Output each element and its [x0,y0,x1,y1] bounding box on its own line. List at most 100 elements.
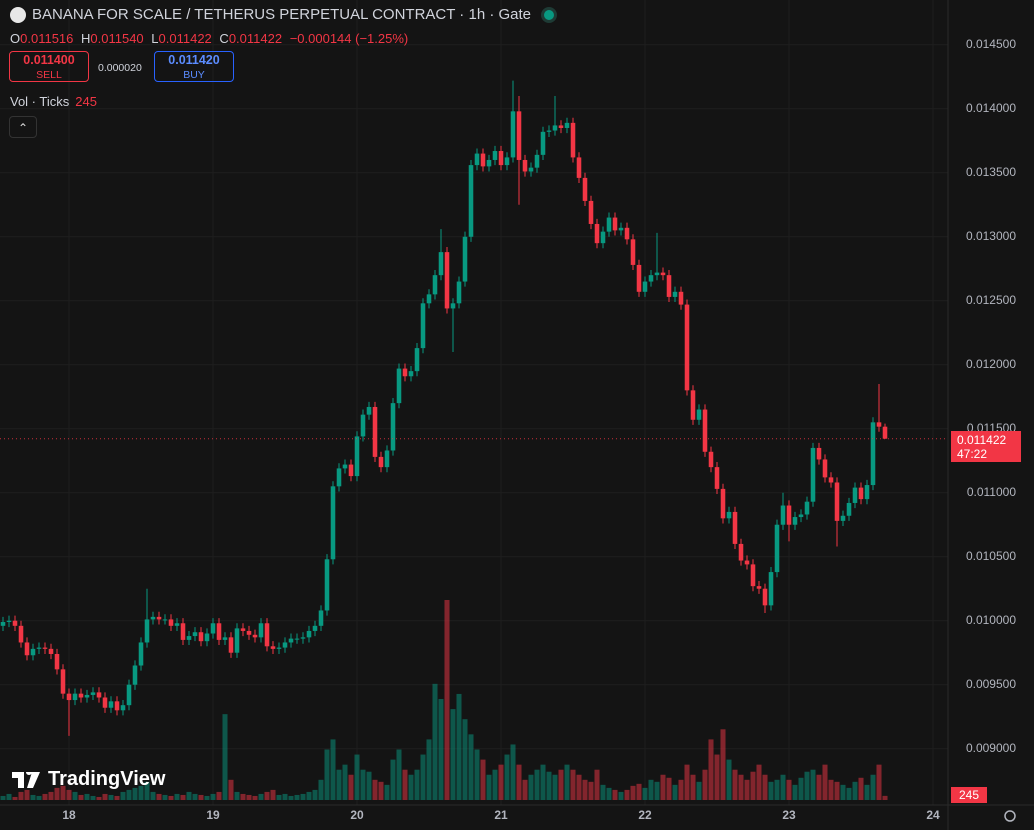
volume-bar [66,789,72,800]
volume-bar [762,774,768,800]
volume-bar [714,754,720,800]
candle-body [66,693,72,701]
candle-body [582,177,588,201]
candle-body [462,236,468,282]
volume-bar [96,796,102,800]
symbol-icon [10,6,26,23]
volume-bar [726,759,732,800]
candle-body [798,514,804,518]
candle-body [438,252,444,276]
y-tick-label: 0.012500 [966,293,1016,307]
volume-bar [348,774,354,800]
candle-body [768,572,774,606]
volume-bar [696,781,702,800]
volume-bar [810,769,816,800]
volume-bar [594,769,600,800]
candle-body [660,272,666,276]
volume-bar [24,789,30,800]
candle-body [54,653,60,670]
volume-bar [306,791,312,800]
candle-body [90,692,96,695]
volume-bar [618,791,624,800]
volume-bar [282,793,288,800]
volume-bar [804,771,810,800]
volume-bar [846,787,852,800]
collapse-button[interactable]: ⌃ [9,116,37,138]
candle-body [630,239,636,265]
candle-body [792,517,798,525]
candle-body [294,638,300,640]
volume-bar [222,714,228,800]
candle-body [246,630,252,635]
volume-bar [168,795,174,800]
x-tick-label: 24 [926,808,940,822]
candle-body [78,693,84,698]
volume-bar [6,793,12,800]
volume-bar [516,764,522,800]
sell-button[interactable]: 0.011400 SELL [9,51,89,82]
candle-body [708,451,714,468]
volume-bar [588,781,594,800]
candle-body [360,414,366,437]
candle-body [600,231,606,244]
volume-bar [510,744,516,800]
candle-body [336,468,342,487]
candle-body [408,371,414,377]
volume-bar [48,791,54,800]
volume-bar [204,795,210,800]
volume-bar [354,754,360,800]
candle-body [606,217,612,232]
ohlc-label: L [151,31,159,46]
candle-body [774,524,780,573]
candle-body [684,304,690,391]
candle-body [882,426,888,439]
candle-body [258,623,264,638]
candle-body [240,628,246,631]
buy-label: BUY [183,69,205,81]
candle-body [126,684,132,706]
volume-bar [798,777,804,800]
candle-body [738,543,744,561]
volume-bar [684,764,690,800]
volume-bar [432,683,438,800]
candle-body [714,467,720,489]
volume-bar [462,719,468,800]
volume-bar [156,793,162,800]
volume-bar [786,779,792,800]
volume-bar [522,779,528,800]
candle-body [312,625,318,631]
watermark: TradingView [12,768,165,791]
buy-button[interactable]: 0.011420 BUY [154,51,234,82]
sell-price: 0.011400 [23,53,75,67]
settings-icon[interactable] [1004,810,1016,822]
candle-body [588,200,594,224]
candle-body [480,153,486,167]
candle-body [366,406,372,415]
volume-bar [852,781,858,800]
x-tick-label: 23 [782,808,796,822]
candle-body [510,111,516,158]
candle-body [852,487,858,503]
volume-bar [840,784,846,800]
volume-bar [882,795,888,800]
volume-bar [876,764,882,800]
candle-body [306,630,312,638]
candle-body [180,623,186,640]
candle-body [186,636,192,640]
y-tick-label: 0.014500 [966,37,1016,51]
candle-body [42,647,48,649]
x-tick-label: 19 [206,808,220,822]
candle-body [780,505,786,525]
volume-bar [708,739,714,800]
volume-bar [492,769,498,800]
volume-bar [834,781,840,800]
candle-body [60,669,66,694]
candle-body [30,648,36,656]
volume-bar [30,794,36,800]
candle-body [486,159,492,167]
x-tick-label: 22 [638,808,652,822]
volume-bar [546,771,552,800]
countdown: 47:22 [957,447,988,461]
volume-bar [702,769,708,800]
